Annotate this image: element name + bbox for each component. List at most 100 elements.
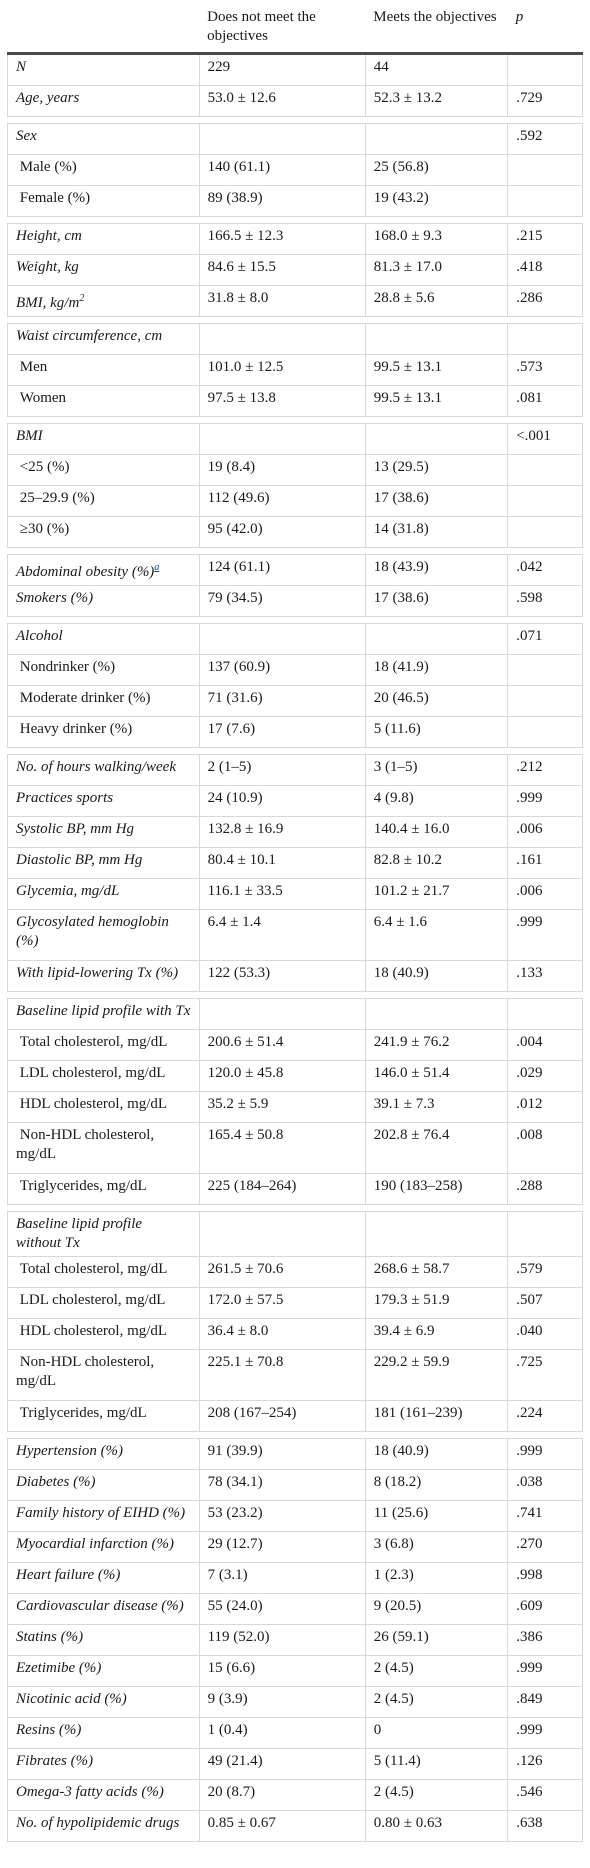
value-meets: 140.4 ± 16.0 bbox=[364, 816, 509, 848]
row-label: Triglycerides, mg/dL bbox=[7, 1400, 200, 1432]
row-label: No. of hypolipidemic drugs bbox=[7, 1810, 200, 1842]
value-meets: 17 (38.6) bbox=[364, 585, 509, 617]
value-p bbox=[507, 654, 583, 686]
table-row: No. of hours walking/week 2 (1–5) 3 (1–5).… bbox=[7, 754, 583, 786]
value-meets: 81.3 ± 17.0 bbox=[364, 254, 509, 286]
spacer-cell bbox=[507, 616, 583, 624]
spacer-cell bbox=[507, 116, 583, 124]
value-p: .507 bbox=[507, 1287, 583, 1319]
row-label: Abdominal obesity (%)a bbox=[7, 554, 200, 586]
value-meets: 241.9 ± 76.2 bbox=[364, 1029, 509, 1061]
value-p: .725 bbox=[507, 1349, 583, 1401]
row-label: Cardiovascular disease (%) bbox=[7, 1593, 200, 1625]
value-not-meet: 15 (6.6) bbox=[198, 1655, 366, 1687]
row-label-text: Statins (%) bbox=[16, 1629, 84, 1645]
value-meets bbox=[364, 623, 509, 655]
value-not-meet: 1 (0.4) bbox=[198, 1717, 366, 1749]
spacer-cell bbox=[507, 547, 583, 555]
value-meets: 229.2 ± 59.9 bbox=[364, 1349, 509, 1401]
row-label: Height, cm bbox=[7, 223, 200, 255]
value-not-meet: 112 (49.6) bbox=[198, 485, 366, 517]
row-label: Statins (%) bbox=[7, 1624, 200, 1656]
row-label-text: Myocardial infarction (%) bbox=[16, 1536, 175, 1552]
spacer-cell bbox=[199, 547, 366, 555]
spacer-cell bbox=[365, 1204, 508, 1212]
value-p: .546 bbox=[507, 1779, 583, 1811]
value-meets: 44 bbox=[364, 53, 509, 86]
table-row: BMI, kg/m2 31.8 ± 8.0 28.8 ± 5.6.286 bbox=[7, 285, 583, 317]
row-label: BMI bbox=[7, 423, 200, 455]
header-label bbox=[7, 6, 200, 55]
row-label: Myocardial infarction (%) bbox=[7, 1531, 200, 1563]
value-meets: 39.4 ± 6.9 bbox=[364, 1318, 509, 1350]
value-p bbox=[507, 998, 583, 1030]
value-p: .038 bbox=[507, 1469, 583, 1501]
row-label: Non-HDL cholesterol, mg/dL bbox=[7, 1349, 200, 1401]
value-p: .224 bbox=[507, 1400, 583, 1432]
row-label-text: LDL cholesterol, mg/dL bbox=[16, 1292, 166, 1308]
row-label: Practices sports bbox=[7, 785, 200, 817]
value-meets: 5 (11.4) bbox=[364, 1748, 509, 1780]
table-row: Glycosylated hemoglobin (%) 6.4 ± 1.4 6.4 … bbox=[7, 909, 583, 961]
value-meets: 18 (40.9) bbox=[364, 960, 509, 992]
row-label-text: Triglycerides, mg/dL bbox=[16, 1405, 147, 1421]
value-p: .999 bbox=[507, 909, 583, 961]
value-meets: 20 (46.5) bbox=[364, 685, 509, 717]
row-label: Sex bbox=[7, 123, 200, 155]
value-not-meet: 119 (52.0) bbox=[198, 1624, 366, 1656]
table-row: Alcohol .071 bbox=[7, 623, 583, 655]
row-label-text: Nicotinic acid (%) bbox=[16, 1691, 127, 1707]
row-label: Total cholesterol, mg/dL bbox=[7, 1029, 200, 1061]
table-row: N 229 44 bbox=[7, 53, 583, 86]
spacer-cell bbox=[7, 316, 200, 324]
spacer-cell bbox=[199, 116, 366, 124]
value-not-meet: 35.2 ± 5.9 bbox=[198, 1091, 366, 1123]
spacer-cell bbox=[507, 416, 583, 424]
value-p: .126 bbox=[507, 1748, 583, 1780]
row-label-text: Total cholesterol, mg/dL bbox=[16, 1034, 168, 1050]
row-label: Diabetes (%) bbox=[7, 1469, 200, 1501]
spacer-cell bbox=[199, 416, 366, 424]
value-meets: 0.80 ± 0.63 bbox=[364, 1810, 509, 1842]
spacer-cell bbox=[365, 747, 508, 755]
spacer-cell bbox=[199, 616, 366, 624]
value-not-meet: 53.0 ± 12.6 bbox=[198, 85, 366, 117]
value-meets: 18 (43.9) bbox=[364, 554, 509, 586]
value-p: .071 bbox=[507, 623, 583, 655]
row-label-text: Alcohol bbox=[16, 628, 63, 644]
row-label-text: Waist circumference, cm bbox=[16, 328, 163, 344]
value-p bbox=[507, 516, 583, 548]
row-label: Diastolic BP, mm Hg bbox=[7, 847, 200, 879]
footnote-link[interactable]: a bbox=[154, 562, 160, 573]
value-p: .212 bbox=[507, 754, 583, 786]
value-not-meet: 91 (39.9) bbox=[198, 1438, 366, 1470]
row-label: Alcohol bbox=[7, 623, 200, 655]
value-p: .004 bbox=[507, 1029, 583, 1061]
value-meets: 82.8 ± 10.2 bbox=[364, 847, 509, 879]
value-p: .638 bbox=[507, 1810, 583, 1842]
row-label: With lipid-lowering Tx (%) bbox=[7, 960, 200, 992]
header-row: Does not meet the objectives Meets the o… bbox=[7, 6, 583, 55]
row-label: Glycemia, mg/dL bbox=[7, 878, 200, 910]
value-p: .040 bbox=[507, 1318, 583, 1350]
row-label-text: Omega-3 fatty acids (%) bbox=[16, 1784, 164, 1800]
table-row: Smokers (%) 79 (34.5) 17 (38.6) .598 bbox=[7, 585, 583, 617]
row-label-text: Diastolic BP, mm Hg bbox=[16, 852, 143, 868]
row-label: Resins (%) bbox=[7, 1717, 200, 1749]
value-meets: 11 (25.6) bbox=[364, 1500, 509, 1532]
spacer-cell bbox=[7, 116, 200, 124]
value-meets: 3 (1–5) bbox=[364, 754, 509, 786]
value-meets: 2 (4.5) bbox=[364, 1686, 509, 1718]
row-label: Women bbox=[7, 385, 200, 417]
value-meets: 99.5 ± 13.1 bbox=[364, 354, 509, 386]
value-meets bbox=[364, 323, 509, 355]
value-not-meet: 137 (60.9) bbox=[198, 654, 366, 686]
value-not-meet: 78 (34.1) bbox=[198, 1469, 366, 1501]
table-row: Sex .592 bbox=[7, 123, 583, 155]
table-row: Total cholesterol, mg/dL 261.5 ± 70.6 268.… bbox=[7, 1256, 583, 1288]
row-label-text: Age, years bbox=[16, 90, 80, 106]
spacer-cell bbox=[7, 547, 200, 555]
value-p bbox=[507, 716, 583, 748]
spacer-cell bbox=[7, 1431, 200, 1439]
